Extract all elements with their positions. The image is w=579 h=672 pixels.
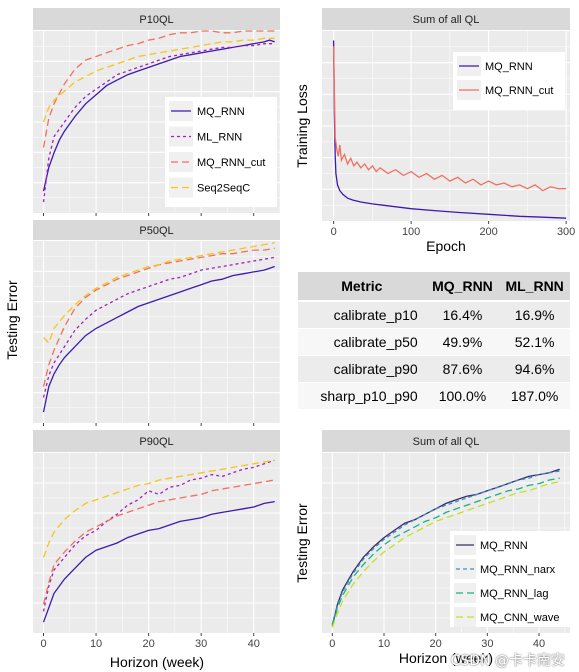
table-row: calibrate_p10 16.4% 16.9% <box>298 301 570 329</box>
panel-strip <box>322 430 570 452</box>
left-x-axis-label: Horizon (week) <box>110 654 204 670</box>
series-mq-rnn <box>332 40 567 219</box>
table-header-row: Metric MQ_RNN ML_RNN <box>298 272 570 302</box>
legend-label: Seq2SeqC <box>197 183 250 195</box>
table-cell: 49.9% <box>425 328 500 356</box>
legend: MQ_RNN MQ_RNN_cut <box>453 52 565 110</box>
series-mq-rnn-cut <box>332 46 567 192</box>
legend-key-bg <box>454 583 476 603</box>
metrics-table: Metric MQ_RNN ML_RNN calibrate_p10 16.4%… <box>298 272 570 410</box>
x-axis-label: Epoch <box>426 238 466 254</box>
chart-variants: Sum of all QL 0 10 20 30 40 Horizon (week) Test… <box>294 430 572 666</box>
x-tick-label: 0 <box>329 638 335 650</box>
panel-title: Sum of all QL <box>413 436 480 448</box>
x-tick-label: 200 <box>479 226 497 238</box>
x-tick-label: 40 <box>533 638 545 650</box>
x-tick-label: 20 <box>142 638 154 650</box>
series-seq2seqc <box>43 242 275 345</box>
x-tick-label: 100 <box>402 226 420 238</box>
legend-label: MQ_RNN_lag <box>480 588 548 600</box>
legend-key-bg <box>169 152 193 172</box>
legend-label: MQ_RNN_cut <box>485 85 553 97</box>
table-cell: 87.6% <box>425 355 500 383</box>
series-mq-rnn-lag <box>331 477 560 626</box>
left-y-axis-label: Testing Error <box>4 280 20 360</box>
series-mq-rnn-cut <box>42 479 275 605</box>
series-mq-rnn <box>331 468 560 626</box>
legend-label: MQ_RNN_cut <box>197 157 265 169</box>
table-header-mq-rnn: MQ_RNN <box>425 272 500 302</box>
panel-strip <box>33 430 280 452</box>
panel-title: Sum of all QL <box>413 14 480 26</box>
legend-label: MQ_RNN_narx <box>480 564 556 576</box>
legend-key-bg <box>169 126 193 147</box>
x-tick-label: 30 <box>195 638 207 650</box>
table-cell: 16.4% <box>425 301 500 329</box>
table-cell: 52.1% <box>499 328 570 356</box>
table-cell: 100.0% <box>425 382 500 410</box>
legend-key-bg <box>454 607 476 627</box>
table-cell: 94.6% <box>499 355 570 383</box>
panel-title: P90QL <box>139 436 173 448</box>
legend-label: MQ_RNN <box>485 61 533 73</box>
table-row: calibrate_p90 87.6% 94.6% <box>298 355 570 383</box>
y-axis-label: Testing Error <box>294 503 310 583</box>
legend-label: MQ_RNN <box>197 106 245 118</box>
watermark: CSDN @卡卡南安 <box>450 653 565 669</box>
series-ml-rnn <box>42 459 275 612</box>
legend: MQ_RNN ML_RNN MQ_RNN_cut Seq2SeqC <box>165 97 277 207</box>
series-mq-rnn <box>42 500 275 623</box>
x-tick-label: 40 <box>248 638 260 650</box>
table-cell: calibrate_p10 <box>298 301 426 329</box>
series-ml-rnn <box>42 43 275 203</box>
table-row: calibrate_p50 49.9% 52.1% <box>298 328 570 356</box>
panel-strip <box>33 8 280 30</box>
x-tick-label: 20 <box>430 638 442 650</box>
x-tick-label: 10 <box>378 638 390 650</box>
series-seq2seqc <box>42 37 275 123</box>
chart-p90: P90QL 0 10 20 30 40 <box>33 430 281 650</box>
x-tick-label: 300 <box>557 226 575 238</box>
y-axis-label: Training Loss <box>294 84 310 168</box>
table-cell: 187.0% <box>499 382 570 410</box>
panel-strip <box>33 220 280 240</box>
chart-training: Sum of all QL 0 100 200 300 Epoch Training Los… <box>294 8 575 254</box>
panel-title: P50QL <box>139 225 173 237</box>
legend-label: ML_RNN <box>197 132 242 144</box>
table-header-metric: Metric <box>298 272 426 302</box>
series-seq2seqc <box>42 459 275 558</box>
table-cell: calibrate_p90 <box>298 355 426 383</box>
x-tick-label: 0 <box>331 226 337 238</box>
series-mq-cnn-wave <box>331 481 560 628</box>
table-cell: calibrate_p50 <box>298 328 426 356</box>
legend-key-bg <box>169 177 193 198</box>
x-tick-label: 30 <box>481 638 493 650</box>
panel-strip <box>322 8 570 30</box>
table-cell: sharp_p10_p90 <box>298 382 426 410</box>
x-axis-label: Horizon (week) <box>399 650 493 666</box>
legend-label: MQ_RNN <box>480 540 528 552</box>
panel-title: P10QL <box>139 14 173 26</box>
series-mq-rnn-cut <box>42 30 275 148</box>
series-mq-rnn-cut <box>42 247 275 387</box>
chart-p50: P50QL <box>33 220 281 426</box>
table-row: sharp_p10_p90 100.0% 187.0% <box>298 382 570 410</box>
legend: MQ_RNN MQ_RNN_narx MQ_RNN_lag MQ_CNN_wave <box>450 531 572 627</box>
chart-p10: P10QL MQ_RNN ML_RNN MQ_RNN_cut Seq2SeqC <box>33 8 281 216</box>
series-mq-rnn <box>42 265 275 413</box>
table-header-ml-rnn: ML_RNN <box>499 272 570 302</box>
x-tick-label: 0 <box>40 638 46 650</box>
table-cell: 16.9% <box>499 301 570 329</box>
x-tick-label: 10 <box>90 638 102 650</box>
legend-label: MQ_CNN_wave <box>480 612 559 624</box>
